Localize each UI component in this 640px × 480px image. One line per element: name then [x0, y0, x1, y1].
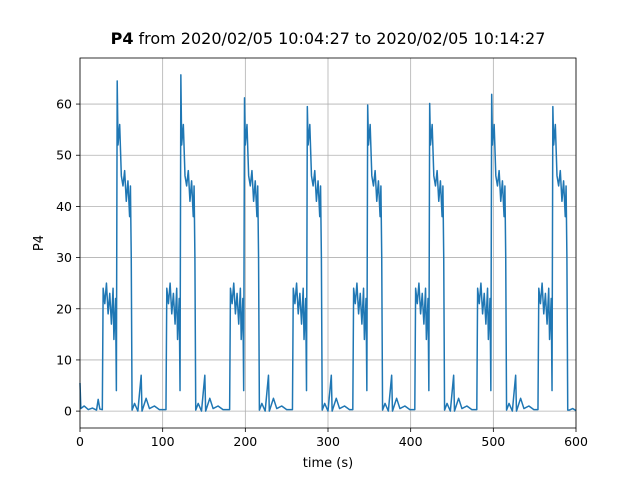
y-tick-label: 30: [56, 250, 72, 265]
chart-title: P4 from 2020/02/05 10:04:27 to 2020/02/05…: [111, 29, 546, 48]
plot-frame: [79, 57, 577, 429]
x-tick-label: 400: [399, 434, 423, 449]
y-tick-label: 10: [56, 352, 72, 367]
x-tick-label: 500: [481, 434, 505, 449]
y-tick-label: 40: [56, 199, 72, 214]
y-tick-label: 60: [56, 97, 72, 112]
data-line: [79, 74, 577, 412]
y-tick-label: 50: [56, 148, 72, 163]
x-tick-label: 600: [564, 434, 588, 449]
y-axis-label: P4: [32, 235, 47, 251]
x-tick-label: 200: [233, 434, 257, 449]
x-tick-label: 0: [76, 434, 84, 449]
y-tick-label: 20: [56, 301, 72, 316]
y-tick-label: 0: [64, 404, 72, 419]
x-axis-label: time (s): [303, 456, 353, 471]
x-tick-label: 300: [316, 434, 340, 449]
title-rest: from 2020/02/05 10:04:27 to 2020/02/05 1…: [138, 29, 545, 48]
title-bold: P4: [111, 29, 134, 48]
x-tick-label: 100: [151, 434, 175, 449]
